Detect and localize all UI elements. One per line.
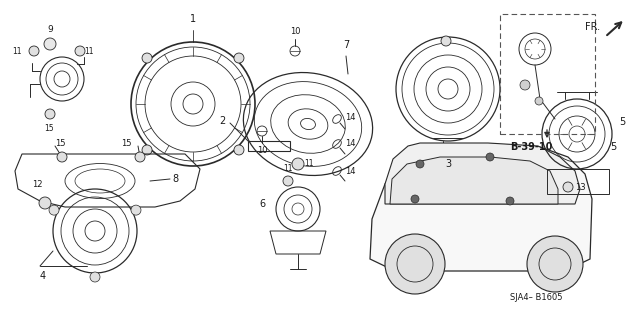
Circle shape: [441, 36, 451, 46]
Text: 5: 5: [610, 142, 616, 152]
Circle shape: [527, 236, 583, 292]
Circle shape: [416, 160, 424, 168]
Circle shape: [520, 80, 530, 90]
Text: 14: 14: [345, 113, 355, 122]
Text: 5: 5: [619, 117, 625, 127]
Circle shape: [75, 46, 85, 56]
Circle shape: [39, 197, 51, 209]
Circle shape: [44, 38, 56, 50]
Circle shape: [234, 53, 244, 63]
Text: 3: 3: [445, 159, 451, 169]
Bar: [500, 14, 595, 134]
Circle shape: [283, 176, 293, 186]
Circle shape: [563, 182, 573, 192]
Circle shape: [292, 158, 304, 170]
Text: 15: 15: [122, 139, 132, 149]
Polygon shape: [370, 144, 592, 271]
Circle shape: [29, 46, 39, 56]
Circle shape: [90, 272, 100, 282]
Text: 14: 14: [345, 139, 355, 149]
Circle shape: [486, 153, 494, 161]
Text: 14: 14: [345, 167, 355, 175]
Circle shape: [131, 205, 141, 215]
Text: 1: 1: [190, 14, 196, 24]
Text: 4: 4: [40, 271, 46, 281]
Text: 2: 2: [220, 116, 226, 126]
Text: SJA4– B1605: SJA4– B1605: [510, 293, 563, 301]
Polygon shape: [390, 157, 558, 204]
Text: 11: 11: [13, 47, 22, 56]
Circle shape: [506, 197, 514, 205]
Circle shape: [142, 145, 152, 155]
Circle shape: [57, 152, 67, 162]
Bar: [248, 141, 290, 151]
Text: 10: 10: [257, 146, 268, 155]
Text: B-39-10: B-39-10: [510, 142, 552, 152]
Text: 9: 9: [47, 25, 53, 34]
Text: 8: 8: [172, 174, 178, 184]
Text: 10: 10: [290, 27, 300, 36]
Circle shape: [234, 145, 244, 155]
Polygon shape: [385, 143, 580, 204]
Text: 11: 11: [304, 160, 314, 168]
Text: 12: 12: [32, 180, 42, 189]
Circle shape: [535, 97, 543, 105]
Circle shape: [45, 109, 55, 119]
Text: 13: 13: [575, 182, 586, 191]
Text: 15: 15: [55, 139, 65, 149]
Circle shape: [385, 234, 445, 294]
Text: 6: 6: [260, 199, 266, 209]
Circle shape: [49, 205, 59, 215]
Circle shape: [411, 195, 419, 203]
Text: FR.: FR.: [585, 22, 600, 32]
Bar: [547, 169, 609, 194]
Text: 15: 15: [44, 124, 54, 133]
Text: 11: 11: [84, 47, 93, 56]
Circle shape: [135, 152, 145, 162]
Circle shape: [142, 53, 152, 63]
Text: 11: 11: [284, 164, 292, 173]
Text: 7: 7: [343, 40, 349, 50]
